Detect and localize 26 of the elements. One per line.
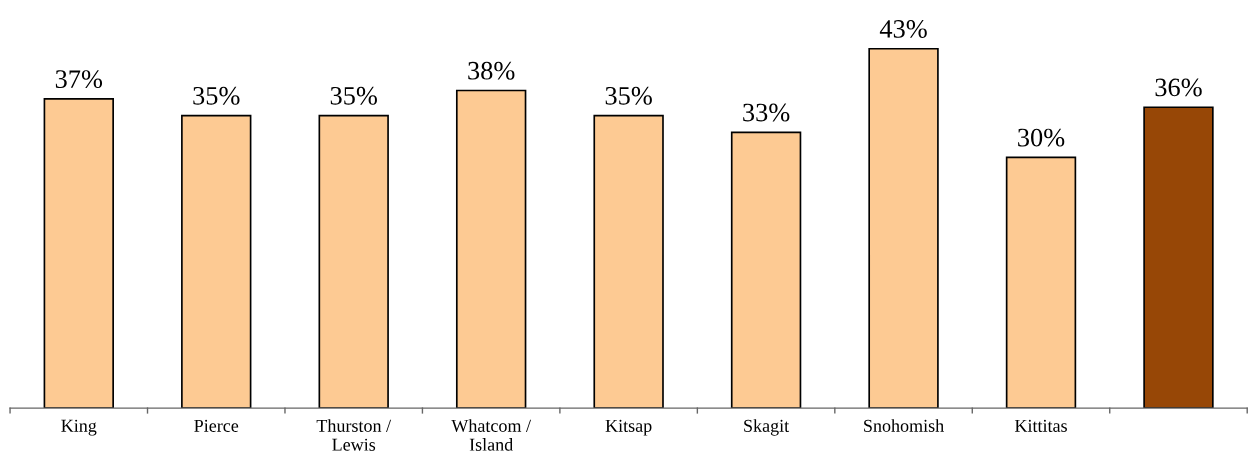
bar <box>181 114 252 409</box>
data-label: 35% <box>193 86 240 105</box>
x-tick-label: Whatcom / Island <box>451 419 532 451</box>
data-label: 30% <box>1018 128 1065 147</box>
x-tick-label: King <box>61 419 97 436</box>
bar <box>455 89 527 409</box>
data-label: 37% <box>55 70 103 89</box>
data-label: 33% <box>743 103 790 122</box>
bar <box>43 98 114 409</box>
bar <box>1005 156 1077 409</box>
data-label: 35% <box>605 86 652 105</box>
bar <box>730 131 802 409</box>
x-tick-label: Snohomish <box>864 419 944 432</box>
x-tick-label: Pierce <box>194 419 239 432</box>
bar <box>1143 106 1214 409</box>
x-tick-label: Skagit <box>744 419 790 436</box>
x-tick-label: Kittitas <box>1014 419 1067 432</box>
data-label: 36% <box>1155 78 1202 97</box>
x-tick-label: Thurston / Lewis <box>316 419 392 451</box>
x-tick-label: Kitsap <box>605 419 652 436</box>
data-label: 43% <box>879 20 927 38</box>
data-label: 38% <box>468 61 515 80</box>
bar <box>318 114 389 409</box>
bar <box>868 47 939 409</box>
data-label: 35% <box>330 86 377 105</box>
bar <box>593 114 664 409</box>
